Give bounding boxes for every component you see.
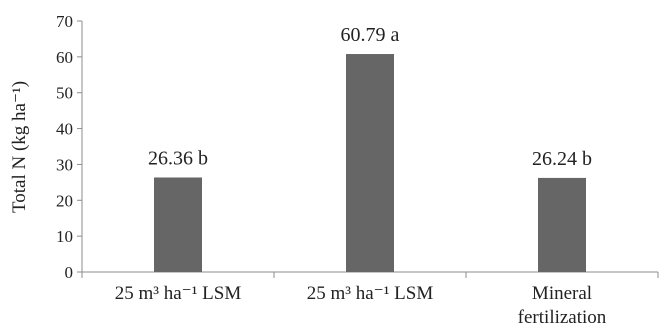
x-tick-label: 25 m³ ha⁻¹ LSM	[115, 283, 242, 304]
y-tick-label: 0	[65, 263, 74, 282]
y-axis-title: Total N (kg ha⁻¹)	[9, 81, 30, 213]
y-tick-label: 60	[56, 48, 73, 67]
y-axis: 0 10 20 30 40 50 60 70	[56, 12, 83, 282]
bars	[154, 54, 586, 272]
y-tick-label: 20	[56, 191, 73, 210]
y-tick-label: 40	[56, 120, 73, 139]
data-labels: 26.36 b 60.79 a 26.24 b	[148, 24, 592, 170]
bar	[154, 177, 202, 272]
x-tick-label: 25 m³ ha⁻¹ LSM	[307, 283, 434, 304]
category-labels: 25 m³ ha⁻¹ LSM 25 m³ ha⁻¹ LSM Mineral ferti…	[115, 283, 607, 328]
y-tick-label: 70	[56, 12, 73, 31]
data-label: 60.79 a	[341, 24, 400, 46]
data-label: 26.36 b	[148, 147, 208, 169]
x-axis	[81, 271, 659, 278]
x-tick-label: Mineral	[532, 283, 592, 304]
bar	[538, 177, 586, 272]
bar	[346, 54, 394, 272]
x-tick-label: fertilization	[518, 307, 607, 328]
data-label: 26.24 b	[532, 148, 592, 170]
y-tick-label: 50	[56, 84, 73, 103]
y-tick-label: 10	[56, 227, 73, 246]
y-tick-label: 30	[56, 155, 73, 174]
